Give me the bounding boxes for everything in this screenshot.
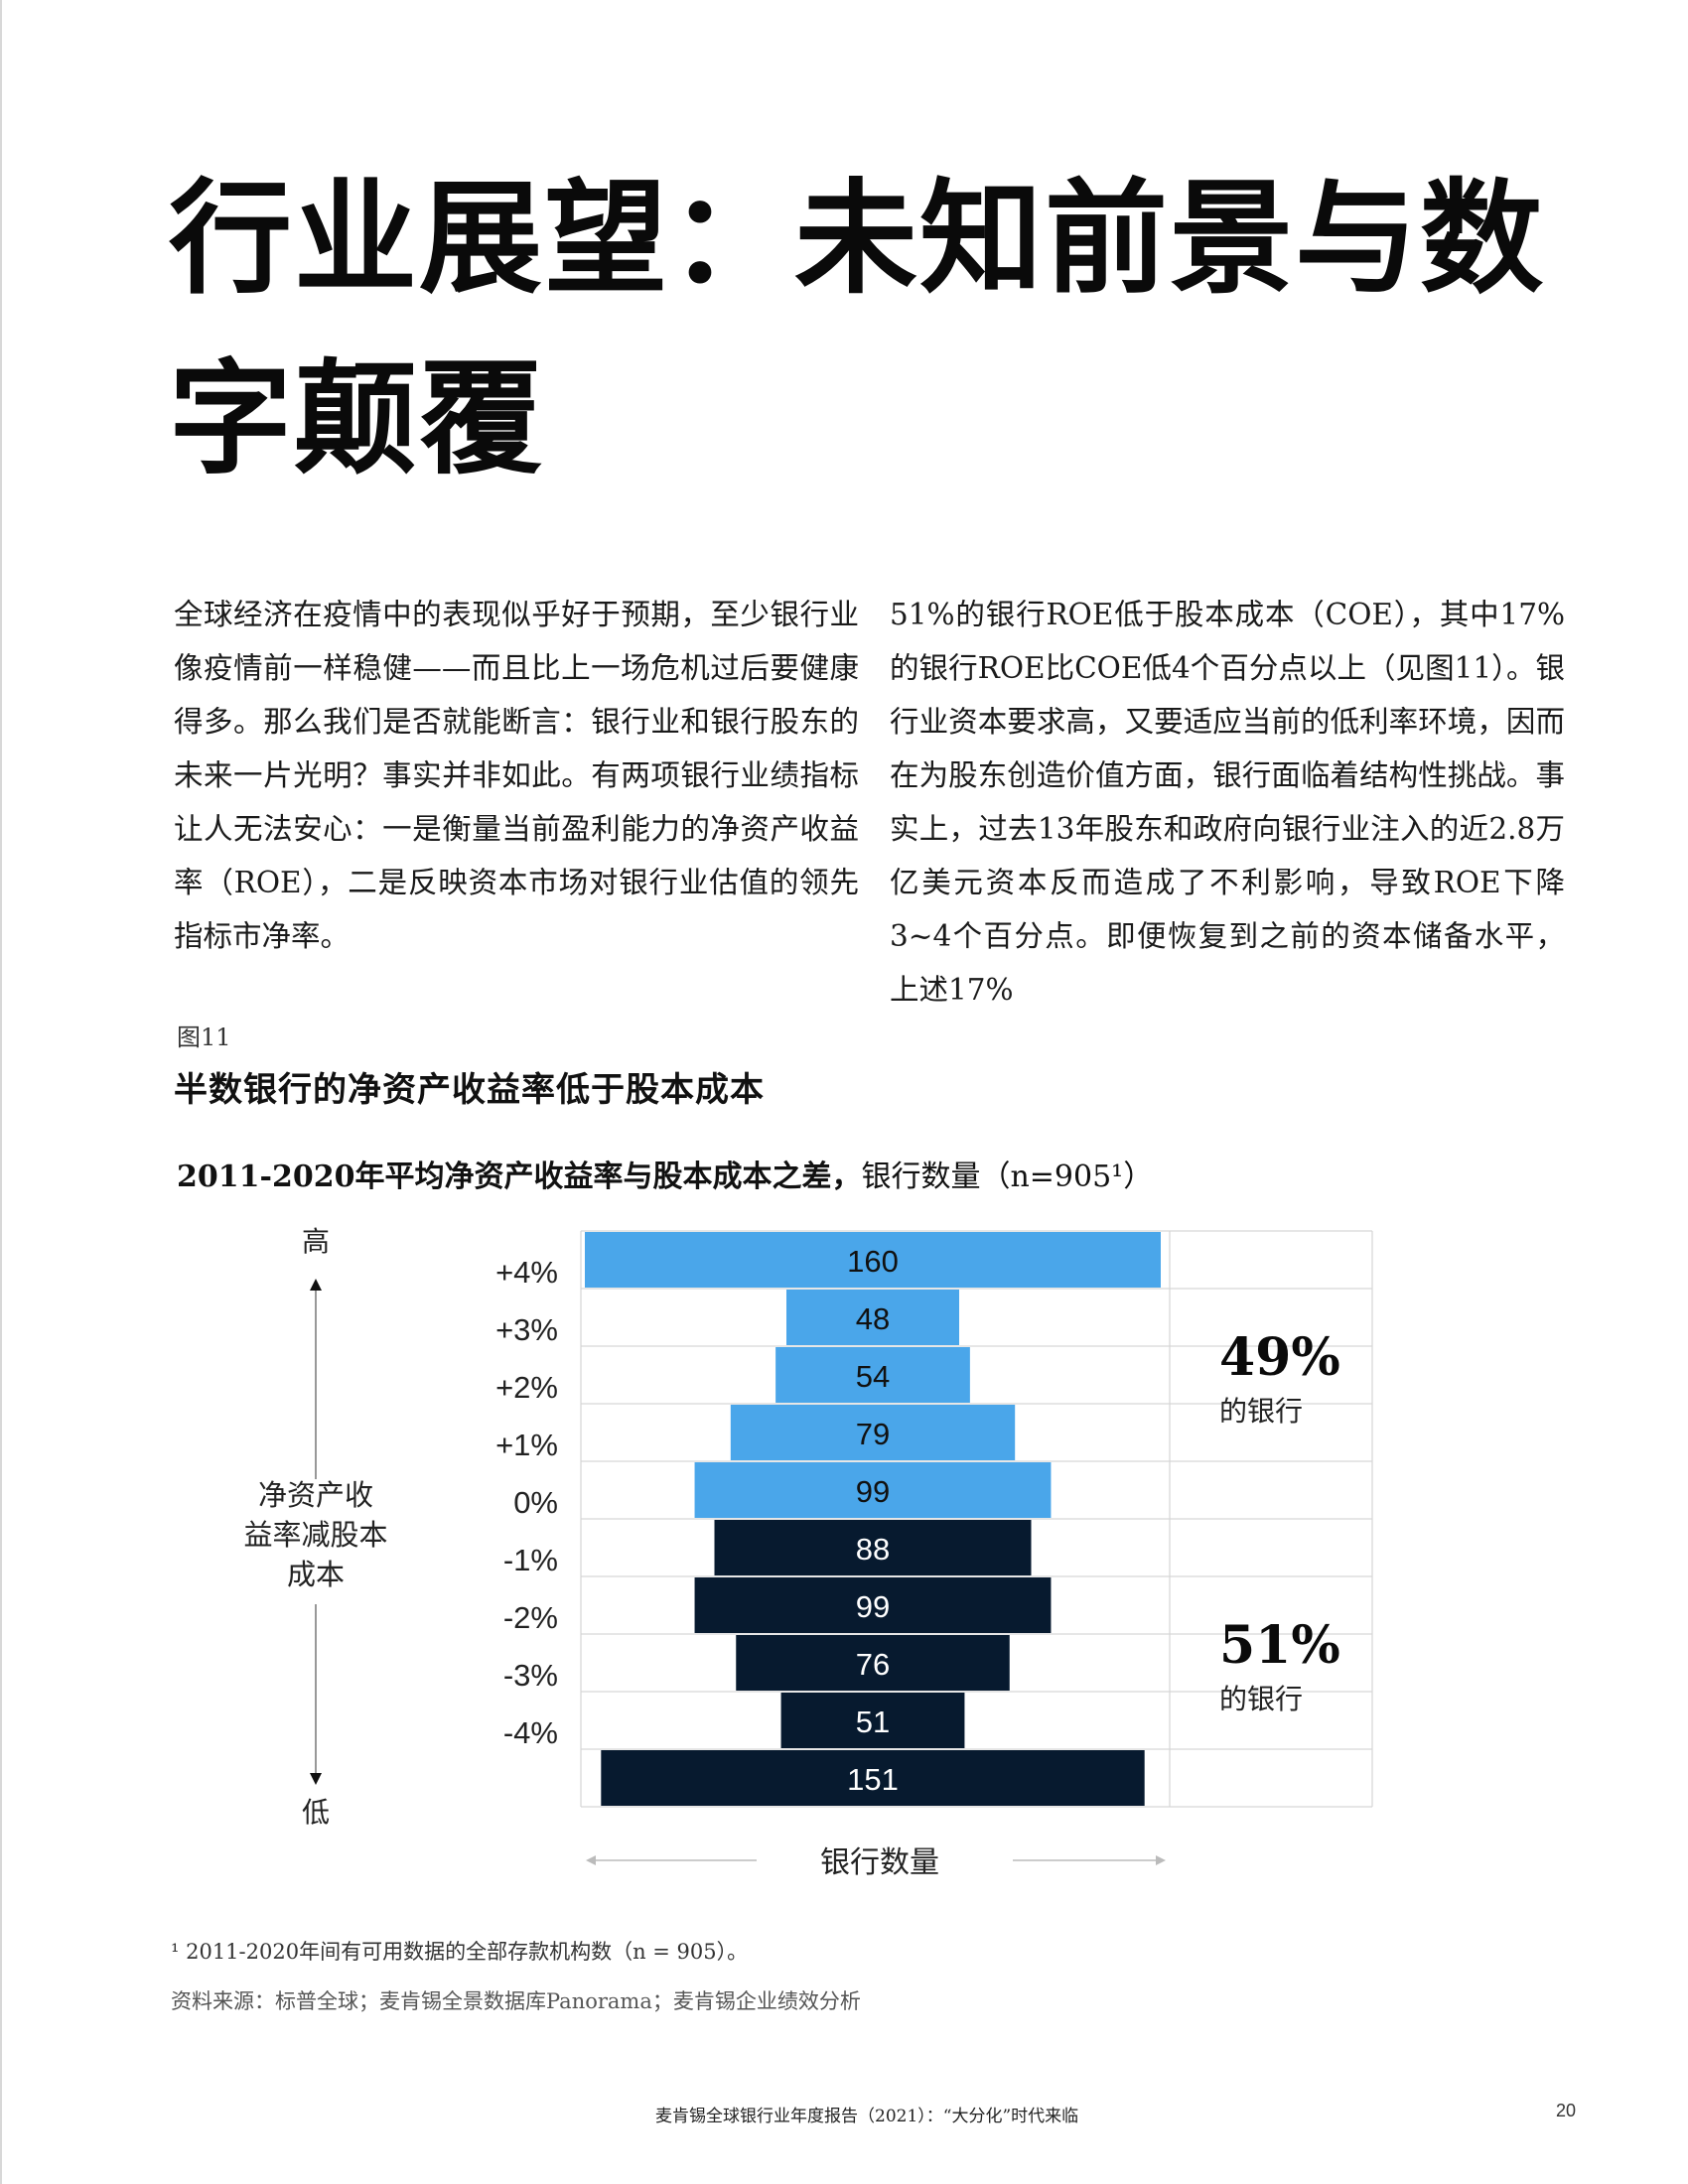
bar-value-label: 51 — [856, 1705, 890, 1739]
bar — [736, 1635, 1010, 1691]
y-tick-label: +4% — [495, 1255, 558, 1290]
bar — [730, 1405, 1016, 1460]
chart-y-axis: 高 低 净资产收益率减股本成本 — [228, 1225, 403, 1829]
bar-value-label: 88 — [856, 1532, 890, 1567]
chart-group-labels: 49% 的银行 51% 的银行 — [1219, 1327, 1340, 1715]
x-axis-left-arrow-icon — [586, 1855, 596, 1865]
roe-coe-chart: 160 48 54 79 99 88 99 76 51 151 +4% +3% +2% +1% 0% -1%… — [228, 1225, 1373, 1880]
figure-subtitle: 2011-2020年平均净资产收益率与股本成本之差，银行数量（n=905¹） — [177, 1152, 1153, 1195]
body-text-left: 全球经济在疫情中的表现似乎好于预期，至少银行业像疫情前一样稳健——而且比上一场危… — [174, 598, 859, 953]
bar-value-label: 48 — [856, 1301, 890, 1336]
y-axis-title-backdrop — [228, 1479, 403, 1604]
chart-group-frame — [580, 1231, 1373, 1807]
bar-value-label: 99 — [856, 1589, 890, 1624]
bar-value-label: 160 — [847, 1244, 899, 1279]
figure-label: 图11 — [177, 1024, 231, 1051]
figure-title: 半数银行的净资产收益率低于股本成本 — [174, 1070, 765, 1110]
y-axis-top-label: 高 — [302, 1225, 330, 1258]
chart-tick-labels: +4% +3% +2% +1% 0% -1% -2% -3% -4% — [495, 1255, 558, 1750]
footnote: ¹ 2011-2020年间有可用数据的全部存款机构数（n = 905）。 — [171, 1940, 749, 1964]
page-title: 行业展望：未知前景与数字颠覆 — [169, 167, 1546, 491]
y-tick-label: -3% — [503, 1658, 558, 1693]
y-tick-label: 0% — [513, 1485, 558, 1520]
x-axis-title: 银行数量 — [820, 1845, 939, 1880]
y-axis-bottom-label: 低 — [302, 1796, 330, 1829]
body-text-right: 51%的银行ROE低于股本成本（COE），其中17%的银行ROE比COE低4个百… — [890, 598, 1565, 1007]
footer-report-title: 麦肯锡全球银行业年度报告（2021）：“大分化”时代来临 — [655, 2107, 1079, 2126]
bar-value-label: 54 — [856, 1359, 890, 1394]
group-label: 的银行 — [1219, 1683, 1303, 1715]
y-axis-title: 净资产收益率减股本成本 — [243, 1478, 387, 1591]
bar — [775, 1347, 970, 1403]
bar-value-label: 99 — [856, 1474, 890, 1509]
y-tick-label: -2% — [503, 1600, 558, 1635]
group-percent: 51% — [1219, 1615, 1340, 1676]
bar — [601, 1750, 1145, 1806]
y-axis-down-arrow-icon — [310, 1773, 322, 1785]
bar-value-label: 151 — [847, 1762, 899, 1797]
y-tick-label: -1% — [503, 1543, 558, 1577]
bar-value-label: 79 — [856, 1417, 890, 1451]
y-tick-label: +2% — [495, 1370, 558, 1405]
y-tick-label: -4% — [503, 1715, 558, 1750]
chart-bars: 160 48 54 79 99 88 99 76 51 151 — [585, 1232, 1161, 1806]
page-number: 20 — [1556, 2101, 1577, 2120]
bar — [694, 1462, 1052, 1518]
y-axis-up-arrow-icon — [310, 1279, 322, 1291]
group-percent: 49% — [1219, 1327, 1340, 1388]
x-axis-right-arrow-icon — [1156, 1855, 1166, 1865]
bar — [780, 1693, 965, 1748]
group-label: 的银行 — [1219, 1395, 1303, 1428]
y-tick-label: +3% — [495, 1312, 558, 1347]
figure-subtitle-rest: 银行数量（n=905¹） — [861, 1160, 1154, 1194]
page-edge-line — [0, 0, 2, 2184]
bar — [585, 1232, 1161, 1288]
bar-value-label: 76 — [856, 1647, 890, 1682]
source-note: 资料来源：标普全球；麦肯锡全景数据库Panorama；麦肯锡企业绩效分析 — [171, 1989, 861, 2013]
chart-gridlines — [581, 1230, 1372, 1808]
bar — [714, 1520, 1032, 1575]
chart-x-axis: 银行数量 — [586, 1845, 1166, 1880]
bar — [694, 1577, 1052, 1633]
y-tick-label: +1% — [495, 1428, 558, 1462]
bar — [786, 1290, 959, 1345]
figure-subtitle-bold: 2011-2020年平均净资产收益率与股本成本之差， — [177, 1160, 862, 1194]
